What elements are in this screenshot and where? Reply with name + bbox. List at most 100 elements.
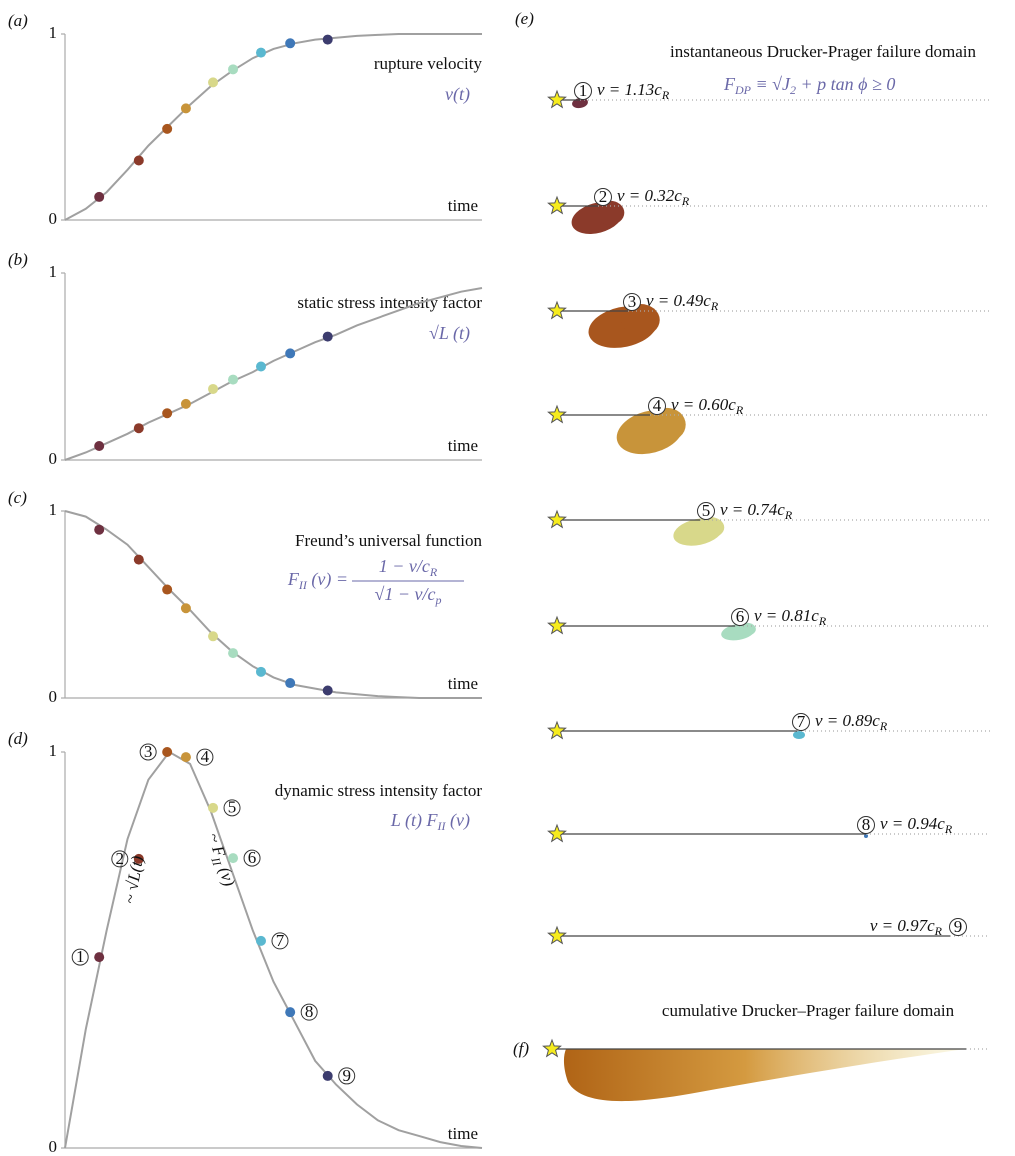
curve (64, 750, 483, 1149)
rupture-speed: v = 0.60cR (671, 395, 744, 417)
point (162, 408, 173, 419)
failure-domain (793, 731, 805, 739)
point (94, 524, 105, 535)
formula-denominator: √1 − v/cp (374, 584, 441, 607)
panel-label: (f) (513, 1039, 529, 1058)
rupture-speed: v = 0.74cR (720, 500, 793, 522)
rupture-speed: v = 0.97cR (870, 916, 943, 938)
subscript: II (437, 819, 447, 833)
text-part: (v) (214, 861, 239, 889)
formula: L (t) FII (v) (390, 810, 470, 833)
marker-label: 4 (653, 396, 662, 415)
panel-title: cumulative Drucker–Prager failure domain (662, 1001, 955, 1020)
text-part: v = 0.49c (646, 291, 711, 310)
formula-numerator: 1 − v/cR (379, 556, 438, 579)
text-part: v = 0.74c (720, 500, 785, 519)
text-part: v = 0.89c (815, 711, 880, 730)
point (228, 64, 239, 75)
text-part: F (723, 74, 736, 94)
formula: FII (v) = (287, 569, 348, 592)
point (255, 47, 266, 58)
y-tick-label: 0 (49, 449, 58, 468)
marker-ring (594, 188, 612, 206)
point (162, 584, 173, 595)
point (322, 34, 333, 45)
text-part: (v) = (307, 569, 348, 590)
subscript: R (681, 194, 690, 208)
subscript: 2 (790, 83, 796, 97)
point (228, 648, 239, 659)
panel-label: (b) (8, 250, 28, 269)
text-part: L (t) F (390, 810, 439, 831)
epicenter-star (542, 1038, 562, 1058)
marker-label: 8 (862, 815, 871, 834)
y-tick-label: 1 (49, 741, 58, 760)
epicenter-star (547, 300, 567, 320)
point (255, 361, 266, 372)
point (322, 331, 333, 342)
point (285, 1007, 296, 1018)
failure-domain (595, 200, 625, 225)
point-label: 8 (305, 1002, 314, 1021)
rupture-speed: v = 0.32cR (617, 186, 690, 208)
point (322, 685, 333, 696)
panel-title: rupture velocity (374, 54, 483, 73)
point (94, 191, 105, 202)
subscript: DP (734, 83, 752, 97)
point-label-ring (111, 850, 129, 868)
curve (64, 510, 482, 699)
point (180, 752, 191, 763)
text-part: √L (t) (429, 323, 470, 344)
rupture-speed: v = 0.94cR (880, 814, 953, 836)
point-label: 6 (248, 848, 257, 867)
formula: v(t) (445, 84, 470, 105)
epicenter-star (547, 89, 567, 109)
marker-label: 1 (579, 81, 588, 100)
point-label: 9 (342, 1066, 351, 1085)
curve (64, 287, 483, 461)
marker-ring (574, 82, 592, 100)
marker-ring (949, 918, 967, 936)
subscript: R (934, 924, 943, 938)
subscript: R (429, 565, 438, 579)
point (285, 38, 296, 49)
point (208, 631, 219, 642)
marker-ring (648, 397, 666, 415)
cumulative-domain (563, 1049, 966, 1102)
rupture-speed: v = 0.81cR (754, 606, 827, 628)
rupture-speed: v = 0.49cR (646, 291, 719, 313)
point-label: 3 (144, 742, 153, 761)
text-part: v = 0.97c (870, 916, 935, 935)
text-part: v(t) (445, 84, 470, 105)
subscript: R (735, 403, 744, 417)
point (322, 1070, 333, 1081)
point (94, 440, 105, 451)
failure-domain (621, 304, 660, 336)
point (285, 678, 296, 689)
point (180, 603, 191, 614)
text-part: + p tan ϕ ≥ 0 (796, 74, 895, 94)
panel-label: (e) (515, 9, 534, 28)
text-part: v = 0.81c (754, 606, 819, 625)
panel-label: (a) (8, 11, 28, 30)
point-label: 1 (76, 947, 85, 966)
x-axis-label: time (448, 674, 478, 693)
marker-label: 6 (736, 607, 745, 626)
y-tick-label: 0 (49, 1137, 58, 1156)
marker-ring (857, 816, 875, 834)
text-part: F (287, 569, 300, 589)
text-part: v = 0.32c (617, 186, 682, 205)
marker-label: 5 (702, 501, 711, 520)
point (180, 398, 191, 409)
marker-ring (792, 713, 810, 731)
point (228, 374, 239, 385)
y-tick-label: 1 (49, 500, 58, 519)
x-axis-label: time (448, 196, 478, 215)
point-label: 7 (276, 931, 285, 950)
point (208, 77, 219, 88)
text-part: v = 1.13c (597, 80, 662, 99)
text-part: v = 0.60c (671, 395, 736, 414)
epicenter-star (547, 404, 567, 424)
point (255, 935, 266, 946)
